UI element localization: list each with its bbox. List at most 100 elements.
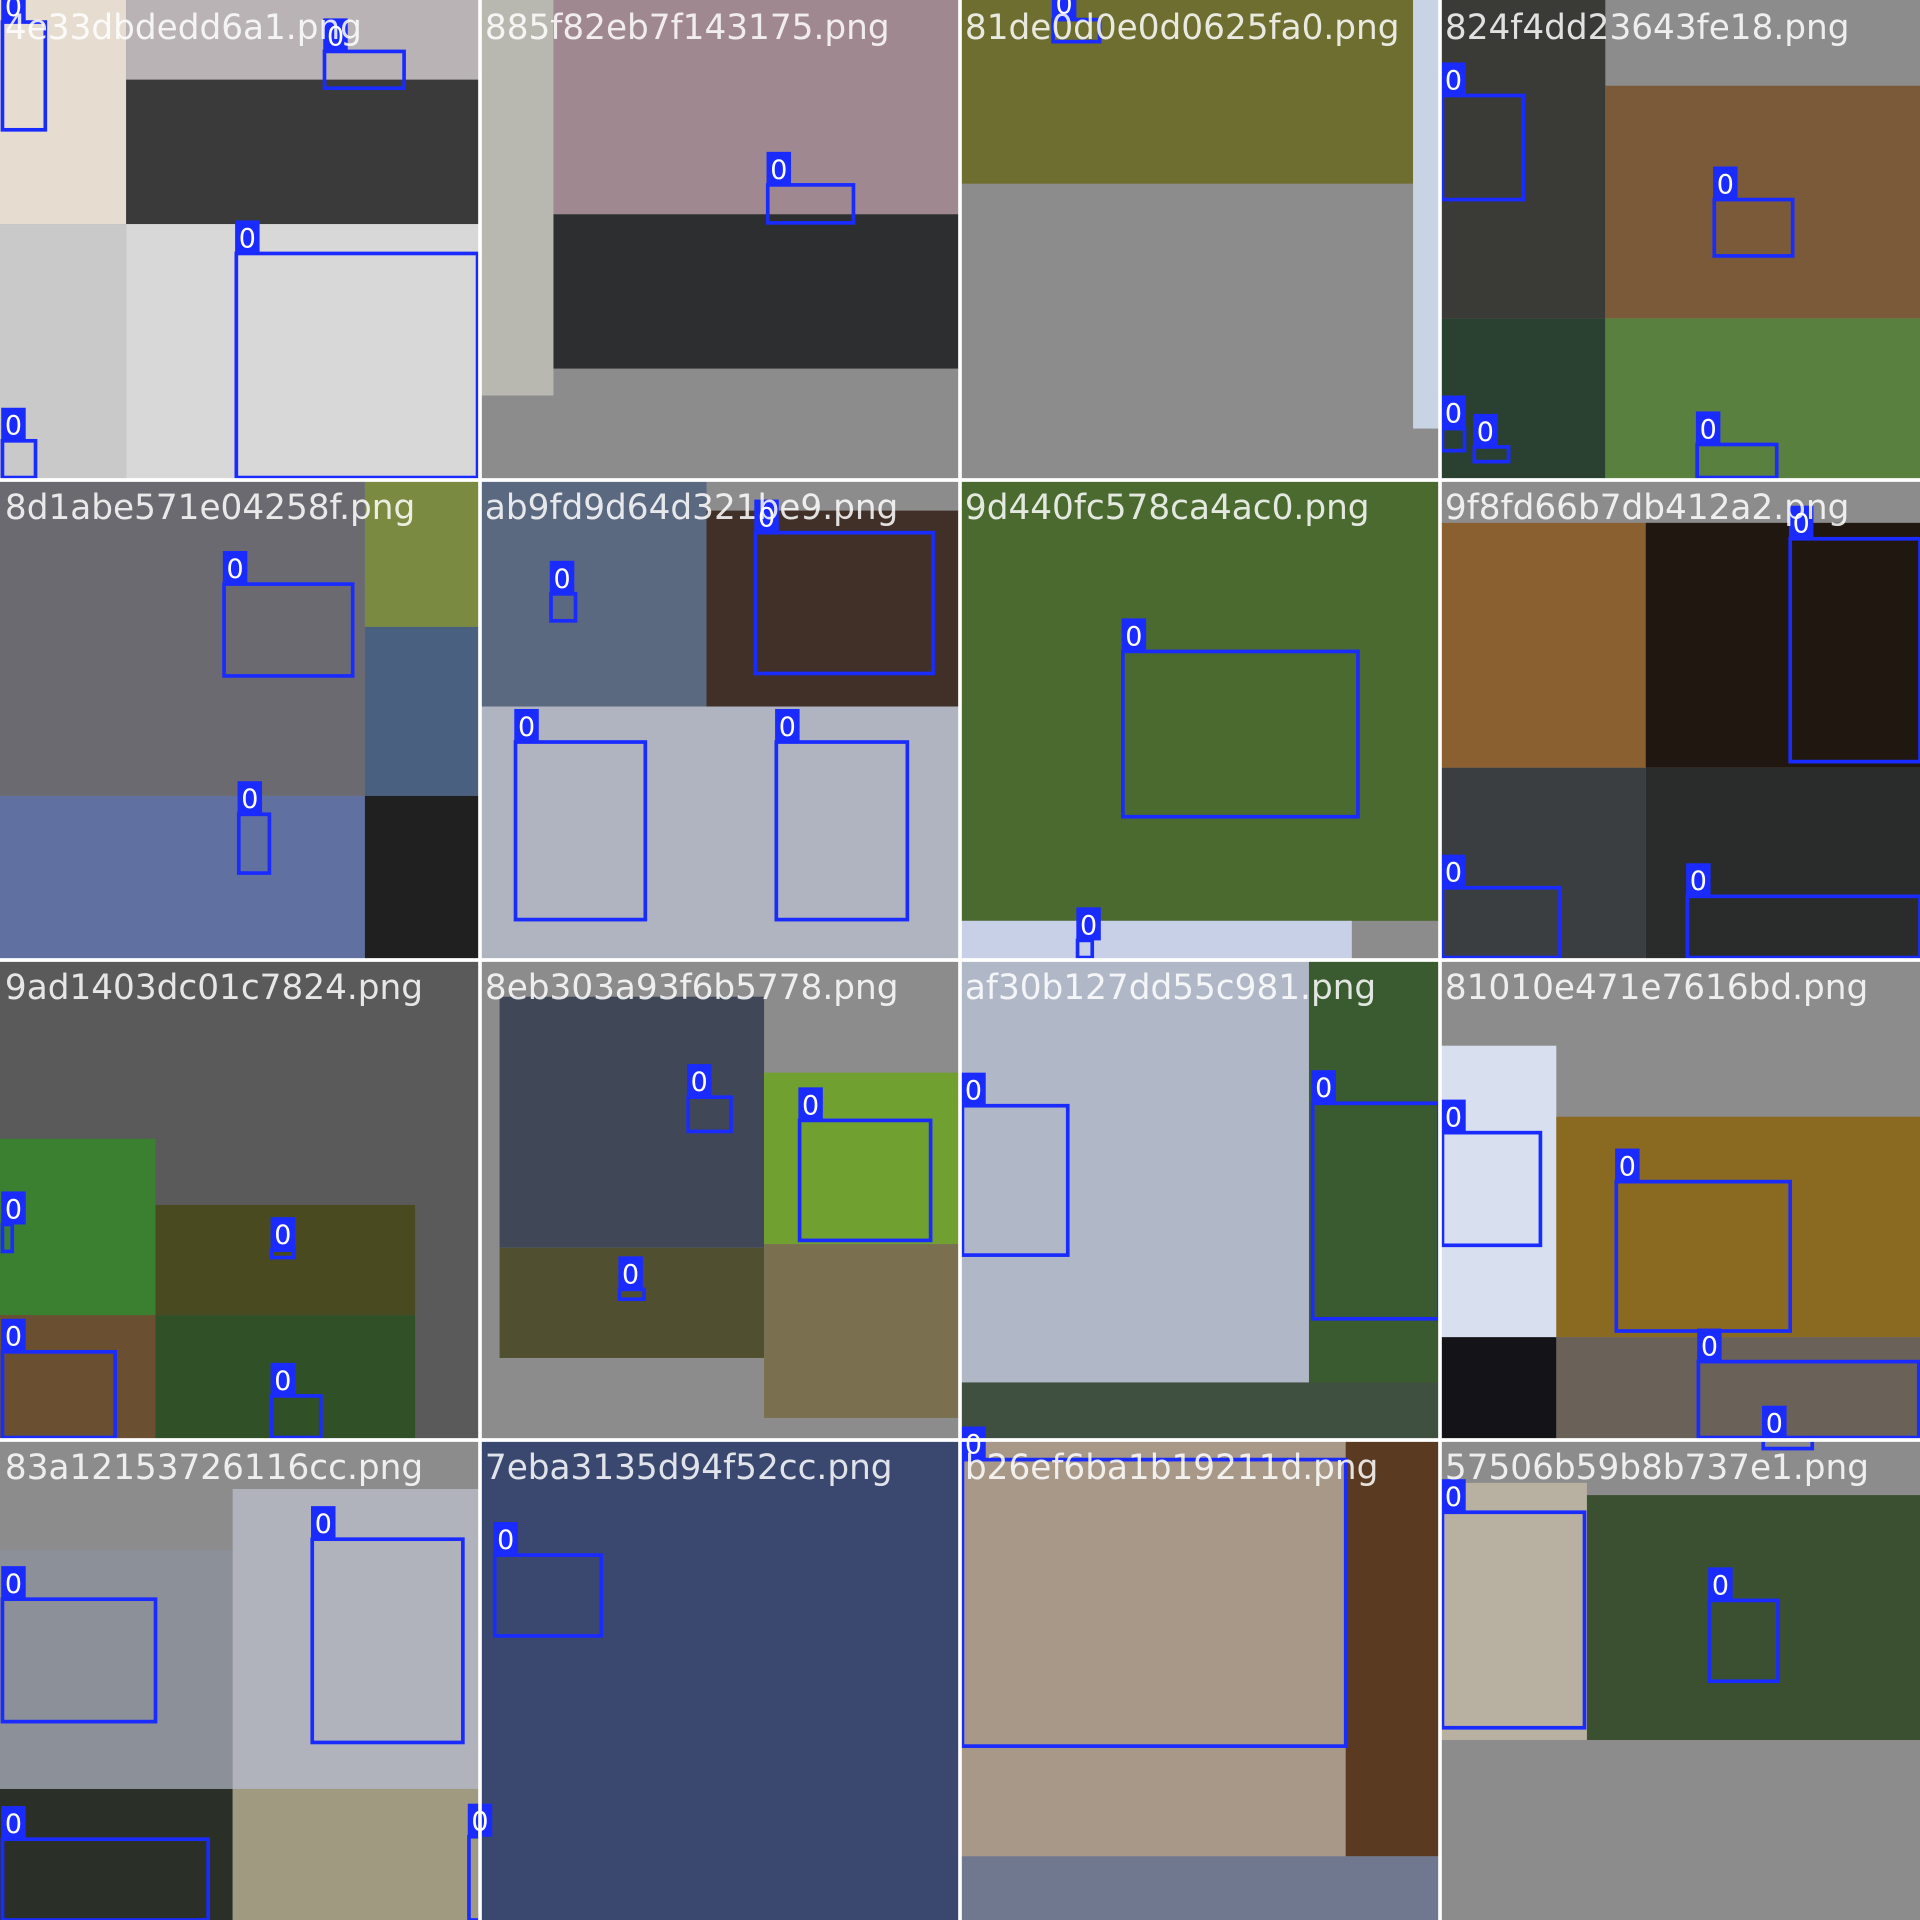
bounding-box <box>1121 649 1360 819</box>
class-label: 0 <box>5 1809 22 1840</box>
label-background <box>549 560 575 594</box>
class-label: 0 <box>1766 1409 1783 1440</box>
filename: 81010e471e7616bd.png <box>1445 968 1868 1008</box>
image-patch <box>1308 960 1440 1389</box>
image-patch <box>1645 522 1920 768</box>
image-patch <box>960 1856 1440 1920</box>
tile <box>480 960 960 1440</box>
label-background <box>1708 1567 1733 1601</box>
bounding-box <box>0 1837 210 1920</box>
class-label: 0 <box>1700 414 1717 445</box>
label-background <box>618 1256 643 1290</box>
bounding-box <box>797 1118 933 1243</box>
image-patch <box>960 920 1352 960</box>
image-patch <box>0 1788 233 1920</box>
label-background <box>798 1087 823 1121</box>
label-background <box>1441 1099 1466 1133</box>
image-patch <box>480 1440 960 1920</box>
label-background <box>222 551 248 585</box>
image-patch <box>364 795 480 960</box>
image-patch <box>1440 767 1646 960</box>
label-background <box>311 1506 336 1540</box>
tile <box>0 0 481 480</box>
tile <box>1440 0 1920 480</box>
class-label: 0 <box>239 223 256 254</box>
bounding-box <box>0 1350 117 1440</box>
image-patch <box>1345 1440 1440 1857</box>
label-background <box>514 708 539 743</box>
image-patch <box>499 996 765 1248</box>
label-background <box>1788 505 1814 539</box>
image-patch <box>1605 85 1920 319</box>
image-patch <box>553 214 960 369</box>
label-background <box>235 220 260 254</box>
class-label: 0 <box>5 1569 22 1600</box>
image-patch <box>1605 318 1920 480</box>
label-background <box>754 499 779 533</box>
label-background <box>686 1064 712 1098</box>
image-patch <box>960 0 1414 184</box>
class-label: 0 <box>1701 1332 1718 1363</box>
image-patch <box>0 795 365 960</box>
image-patch <box>706 510 960 707</box>
image-patch <box>764 1244 960 1418</box>
filename: 57506b59b8b737e1.png <box>1445 1448 1869 1488</box>
image-patch <box>480 0 554 396</box>
class-label: 0 <box>497 1525 514 1556</box>
label-background <box>1615 1148 1640 1182</box>
label-background <box>1076 907 1101 941</box>
image-patch <box>364 480 480 627</box>
image-patch <box>0 1138 156 1317</box>
tile <box>0 960 480 1440</box>
tile <box>960 480 1440 960</box>
image-patch <box>480 480 707 707</box>
class-label: 0 <box>1315 1073 1332 1104</box>
class-label: 0 <box>1056 0 1073 20</box>
class-label: 0 <box>5 0 22 23</box>
bounding-box <box>960 1103 1070 1257</box>
image-patch <box>553 0 960 215</box>
bounding-box <box>960 1457 1348 1748</box>
class-label: 0 <box>1445 398 1462 429</box>
tile <box>960 0 1440 480</box>
filename: 81de0d0e0d0625fa0.png <box>965 8 1400 48</box>
class-label: 0 <box>274 1220 291 1251</box>
image-patch <box>126 79 481 225</box>
image-patch <box>364 626 480 796</box>
image-patch <box>0 1315 156 1440</box>
class-label: 0 <box>1125 621 1142 652</box>
image-patch <box>232 1788 480 1920</box>
filename: 9ad1403dc01c7824.png <box>5 968 423 1008</box>
label-background <box>1713 166 1738 200</box>
tile <box>960 960 1440 1440</box>
class-label: 0 <box>965 1076 982 1107</box>
filename: 4e33dbdedd6a1.png <box>5 8 362 48</box>
label-background <box>1441 62 1466 96</box>
bounding-box <box>1695 442 1779 480</box>
filename: 9f8fd66b7db412a2.png <box>1445 488 1849 528</box>
filename: 8d1abe571e04258f.png <box>5 488 415 528</box>
label-background <box>323 18 348 52</box>
class-label: 0 <box>274 1366 291 1397</box>
label-background <box>270 1217 296 1251</box>
bounding-box <box>0 1597 158 1724</box>
class-label: 0 <box>965 1429 982 1460</box>
image-patch <box>960 1440 1346 1857</box>
label-background <box>961 1426 986 1460</box>
class-label: 0 <box>227 554 244 585</box>
label-background <box>1311 1070 1336 1104</box>
filename: ab9fd9d64d321be9.png <box>485 488 898 528</box>
class-label: 0 <box>779 712 796 743</box>
image-patch <box>126 0 481 80</box>
class-label: 0 <box>1445 1103 1462 1134</box>
bounding-box <box>1440 1510 1587 1730</box>
label-background <box>961 1072 986 1106</box>
label-background <box>1 0 26 23</box>
image-patch <box>0 480 365 796</box>
bounding-box <box>270 1394 323 1440</box>
class-label: 0 <box>770 155 787 186</box>
label-background <box>1686 863 1711 897</box>
label-background <box>1762 1405 1787 1439</box>
